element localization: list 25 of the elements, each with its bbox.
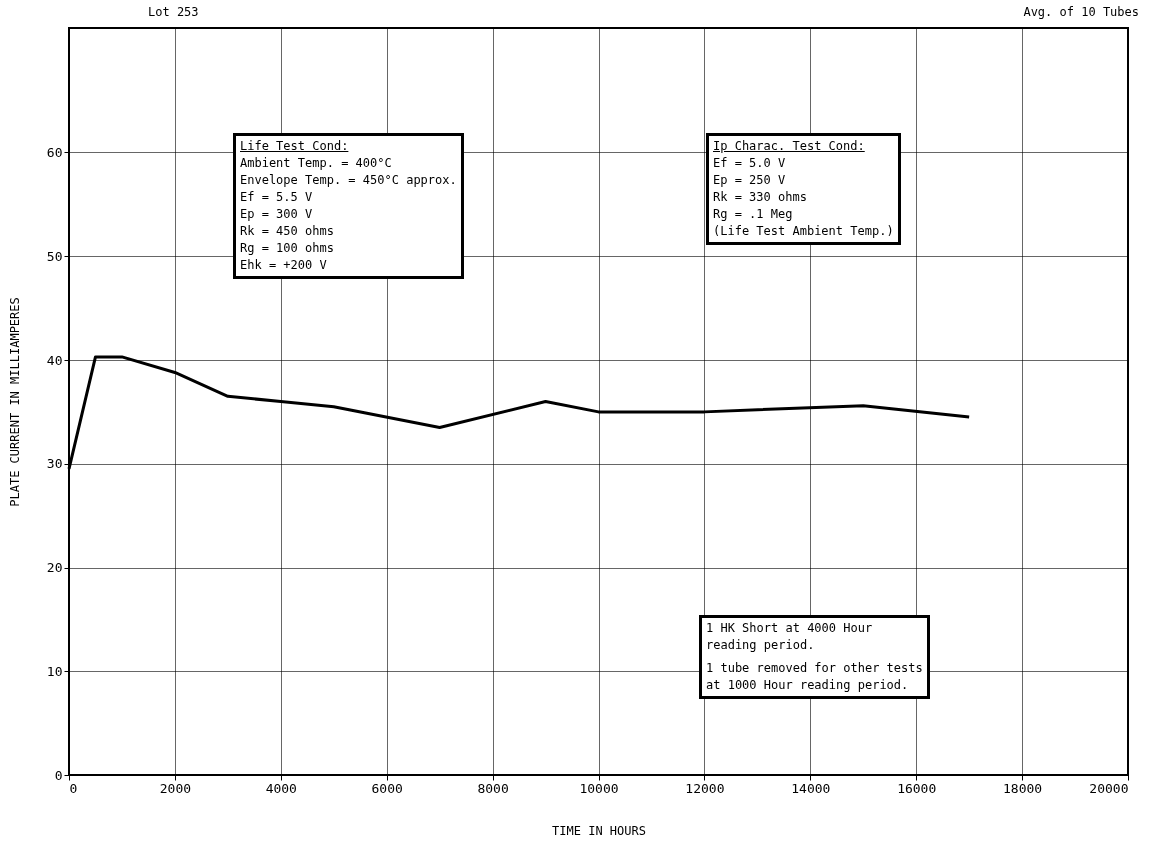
y-tick-label: 50 <box>46 248 63 264</box>
y-tick-label: 10 <box>46 663 63 679</box>
y-tick-label: 40 <box>46 352 63 368</box>
x-tick-label: 18000 <box>1003 780 1043 796</box>
x-tick-label: 16000 <box>897 780 937 796</box>
x-tick-label: 8000 <box>477 780 509 796</box>
x-tick-label: 4000 <box>265 780 297 796</box>
x-axis-title: TIME IN HOURS <box>552 823 646 838</box>
text: Lot 253 <box>148 4 199 21</box>
x-tick-label: 14000 <box>791 780 831 796</box>
x-tick-label: 20000 <box>1089 780 1129 796</box>
text: Avg. of 10 Tubes <box>1023 4 1139 21</box>
y-axis-title: PLATE CURRENT IN MILLIAMPERES <box>7 297 22 507</box>
x-tick-label: 0 <box>69 780 78 796</box>
x-tick-label: 2000 <box>159 780 192 796</box>
annotation: 1 HK Short at 4000 Hour reading period. 1 tube removed for other tests at 1000 Hour reading period. <box>706 620 923 694</box>
y-tick-label: 0 <box>54 767 63 783</box>
x-tick-label: 12000 <box>685 780 725 796</box>
y-tick-label: 60 <box>46 145 63 160</box>
x-tick-label: 6000 <box>371 780 403 796</box>
y-tick-label: 20 <box>46 560 63 575</box>
x-tick-label: 10000 <box>579 780 619 796</box>
annotation: Ip Charac. Test Cond: Ef = 5.0 V Ep = 250 V Rk = 330 ohms Rg = .1 Meg (Life Test Ambient Temp.) <box>713 138 894 240</box>
y-tick-label: 30 <box>46 456 63 472</box>
annotation: Life Test Cond: Ambient Temp. = 400°C Envelope Temp. = 450°C approx. Ef = 5.5 V Ep = 300 V Rk = 450 ohms Rg = 100 ohms Ehk = +200 V <box>240 138 457 274</box>
